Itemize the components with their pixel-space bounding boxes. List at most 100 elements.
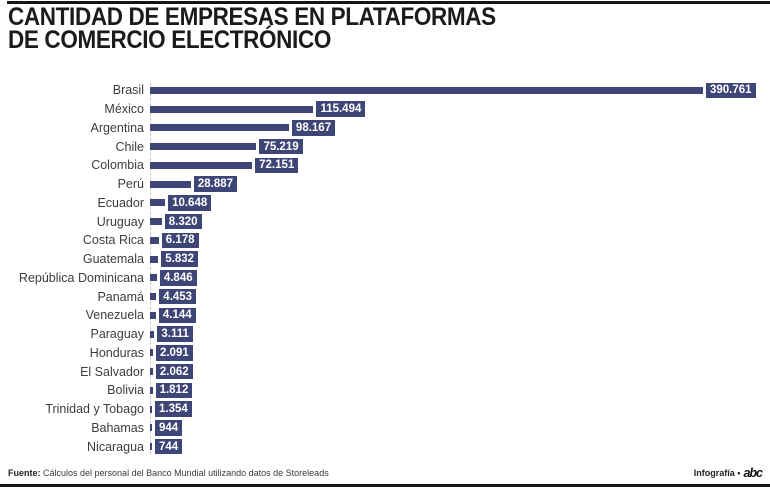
value-label: 2.062 bbox=[155, 363, 193, 380]
bottom-rule bbox=[0, 484, 770, 487]
bar-cell: 6.178 bbox=[150, 231, 770, 250]
bar bbox=[150, 236, 159, 244]
category-label: Trinidad y Tobago bbox=[45, 402, 144, 417]
bar bbox=[150, 180, 191, 188]
value-label: 1.812 bbox=[155, 382, 193, 399]
chart-row: Ecuador 10.648 bbox=[0, 194, 770, 213]
bar-cell: 3.111 bbox=[150, 325, 770, 344]
chart-title-line2: DE COMERCIO ELECTRÓNICO bbox=[8, 26, 331, 54]
chart-row: Chile 75.219 bbox=[0, 137, 770, 156]
bar bbox=[150, 349, 153, 357]
category-label: Nicaragua bbox=[87, 439, 144, 454]
value-label: 944 bbox=[155, 420, 183, 436]
category-label: Honduras bbox=[89, 345, 144, 360]
category-label: Chile bbox=[115, 139, 145, 154]
bar bbox=[150, 105, 314, 113]
bar-cell: 8.320 bbox=[150, 212, 770, 231]
category-label: Colombia bbox=[91, 158, 144, 173]
top-rule bbox=[7, 1, 770, 4]
bar bbox=[150, 143, 257, 151]
bar-cell: 5.832 bbox=[150, 250, 770, 269]
category-label: Brasil bbox=[112, 83, 144, 98]
chart-row: Costa Rica 6.178 bbox=[0, 231, 770, 250]
category-label: Bolivia bbox=[107, 383, 144, 398]
credit-label: Infografía • bbox=[693, 468, 741, 478]
category-label: Argentina bbox=[90, 120, 144, 135]
chart-row: Colombia 72.151 bbox=[0, 156, 770, 175]
category-label: Venezuela bbox=[85, 308, 144, 323]
chart-title-line1: CANTIDAD DE EMPRESAS EN PLATAFORMAS bbox=[8, 3, 496, 31]
value-label: 4.846 bbox=[159, 270, 197, 286]
bar-cell: 75.219 bbox=[150, 137, 770, 156]
credit: Infografía • abc bbox=[693, 466, 763, 480]
chart-title: CANTIDAD DE EMPRESAS EN PLATAFORMAS DE C… bbox=[8, 3, 496, 54]
category-label: Panamá bbox=[97, 289, 144, 304]
source-label: Fuente: bbox=[8, 468, 41, 478]
value-label: 390.761 bbox=[706, 82, 756, 99]
bar-cell: 4.144 bbox=[150, 306, 770, 325]
chart-row: Bolivia 1.812 bbox=[0, 381, 770, 400]
chart-row: Venezuela 4.144 bbox=[0, 306, 770, 325]
value-label: 115.494 bbox=[316, 101, 366, 117]
bar-cell: 98.167 bbox=[150, 119, 770, 138]
bar bbox=[150, 330, 155, 338]
value-label: 10.648 bbox=[168, 195, 212, 211]
chart-row: Trinidad y Tobago 1.354 bbox=[0, 400, 770, 419]
bar-chart: Brasil 390.761 México 115.494 Argentina 98.16… bbox=[0, 81, 770, 456]
chart-row: El Salvador 2.062 bbox=[0, 362, 770, 381]
value-label: 28.887 bbox=[193, 176, 238, 192]
bar bbox=[150, 161, 253, 169]
chart-row: Perú 28.887 bbox=[0, 175, 770, 194]
category-label: Perú bbox=[117, 177, 144, 192]
bar bbox=[150, 443, 152, 451]
abc-logo: abc bbox=[743, 466, 763, 480]
bar-cell: 4.846 bbox=[150, 269, 770, 288]
value-label: 1.354 bbox=[155, 401, 192, 417]
source-text: Cálculos del personal del Banco Mundial … bbox=[43, 468, 329, 478]
source-note: Fuente: Cálculos del personal del Banco … bbox=[8, 468, 329, 478]
bar-cell: 944 bbox=[150, 419, 770, 438]
bar bbox=[150, 86, 703, 94]
bar bbox=[150, 424, 152, 432]
bar-cell: 4.453 bbox=[150, 287, 770, 306]
category-label: Uruguay bbox=[96, 214, 144, 229]
chart-row: Uruguay 8.320 bbox=[0, 212, 770, 231]
bar-cell: 10.648 bbox=[150, 194, 770, 213]
chart-row: Bahamas 944 bbox=[0, 419, 770, 438]
category-label: Paraguay bbox=[90, 327, 144, 342]
bar bbox=[150, 124, 289, 132]
chart-row: Nicaragua 744 bbox=[0, 437, 770, 456]
value-label: 4.453 bbox=[159, 288, 197, 305]
category-label: Costa Rica bbox=[82, 233, 144, 248]
chart-row: México 115.494 bbox=[0, 100, 770, 119]
bar bbox=[150, 274, 157, 282]
chart-row: Panamá 4.453 bbox=[0, 287, 770, 306]
bar bbox=[150, 218, 162, 226]
value-label: 744 bbox=[155, 438, 183, 455]
category-label: México bbox=[104, 102, 144, 117]
chart-row: Brasil 390.761 bbox=[0, 81, 770, 100]
value-label: 4.144 bbox=[158, 307, 196, 324]
category-label: Ecuador bbox=[97, 195, 144, 210]
value-label: 98.167 bbox=[291, 120, 336, 136]
bar-cell: 115.494 bbox=[150, 100, 770, 119]
axis-baseline bbox=[150, 83, 151, 454]
chart-row: Argentina 98.167 bbox=[0, 119, 770, 138]
chart-rows: Brasil 390.761 México 115.494 Argentina 98.16… bbox=[0, 81, 770, 456]
category-label: El Salvador bbox=[80, 364, 144, 379]
bar bbox=[150, 255, 159, 263]
bar bbox=[150, 311, 156, 319]
bar-cell: 72.151 bbox=[150, 156, 770, 175]
bar-cell: 744 bbox=[150, 437, 770, 456]
value-label: 2.091 bbox=[155, 345, 193, 361]
value-label: 6.178 bbox=[161, 232, 199, 249]
bar bbox=[150, 405, 152, 413]
category-label: Bahamas bbox=[91, 420, 144, 435]
bar-cell: 2.091 bbox=[150, 344, 770, 363]
bar-cell: 2.062 bbox=[150, 362, 770, 381]
bar bbox=[150, 368, 153, 376]
bar-cell: 1.812 bbox=[150, 381, 770, 400]
value-label: 75.219 bbox=[259, 138, 303, 155]
value-label: 3.111 bbox=[157, 326, 193, 342]
footer: Fuente: Cálculos del personal del Banco … bbox=[8, 466, 763, 480]
